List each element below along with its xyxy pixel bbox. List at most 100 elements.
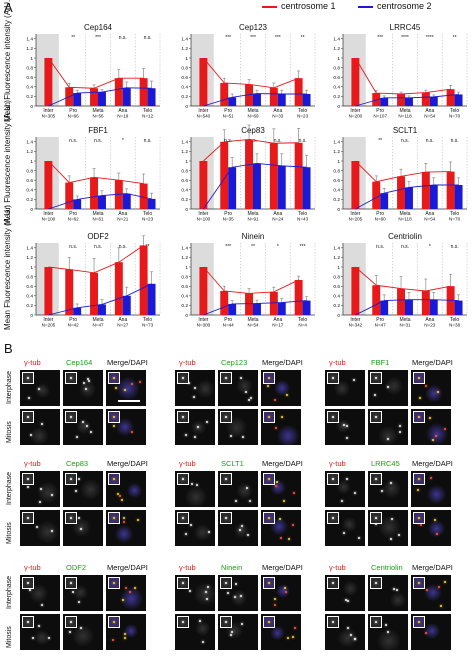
n-label: N=118 [398, 114, 412, 119]
bar-centrosome-2 [253, 93, 261, 106]
y-tick-label: 0.4 [333, 85, 340, 91]
bar-centrosome-1 [245, 139, 253, 209]
centrosome-dot [353, 379, 356, 382]
centrosome-dot [69, 630, 71, 633]
significance-label: *** [250, 35, 256, 41]
y-tick-label: 1 [30, 265, 33, 271]
bar-centrosome-2 [147, 198, 156, 209]
n-label: N=69 [247, 114, 259, 119]
centrosome-dot [230, 434, 233, 437]
bar-centrosome-2 [122, 193, 131, 209]
chart-title: Cep83 [241, 126, 265, 135]
y-tick-label: 1.2 [333, 255, 340, 261]
centrosome-dot [425, 588, 428, 591]
bar-centrosome-1 [269, 291, 278, 315]
cell-blob [127, 483, 142, 498]
micrograph-cell [175, 471, 215, 507]
bar-centrosome-2 [405, 299, 413, 315]
line-centrosome-2 [355, 184, 459, 210]
centrosome-dot [74, 489, 77, 492]
inset-zoom [370, 616, 382, 628]
cell-blob [389, 591, 406, 608]
merge-dapi-label: Merge/DAPI [412, 563, 453, 572]
centrosome-dot [82, 420, 85, 423]
inset-zoom [220, 411, 232, 423]
centrosome-dot [396, 589, 399, 592]
bar-centrosome-2 [302, 167, 311, 209]
centrosome-dot [124, 633, 127, 636]
micrograph-cell [325, 614, 365, 650]
line-centrosome-1 [355, 57, 451, 95]
bar-centrosome-2 [454, 300, 463, 315]
micrograph-cell [63, 575, 103, 611]
n-label: N=61 [92, 217, 104, 222]
micrograph-cell [325, 510, 365, 546]
micrograph-cell [175, 370, 215, 406]
centrosome-dot [399, 431, 402, 434]
y-tick-label: 1 [30, 159, 33, 165]
centrosome-dot [206, 597, 209, 600]
centrosome-dot [129, 591, 132, 594]
n-label: N=107 [373, 114, 387, 119]
bar-centrosome-1 [421, 291, 430, 315]
category-label: Ana [425, 108, 434, 114]
micrograph-cell [20, 409, 60, 445]
centrosome-dot [82, 381, 85, 384]
bar-centrosome-2 [73, 199, 82, 209]
centrosome-dot [242, 435, 245, 438]
centrosome-dot [429, 477, 432, 480]
row-label-mitosis: Mitosis [6, 421, 13, 443]
bar-centrosome-1 [114, 78, 123, 106]
inset-dot [375, 582, 377, 584]
y-tick-label: 0.6 [333, 178, 340, 184]
centrosome-dot [389, 482, 392, 485]
cell-blob [425, 423, 448, 445]
inset-zoom [108, 372, 120, 384]
centrosome-dot [247, 533, 250, 536]
cell-blob [116, 376, 140, 400]
bar-centrosome-2 [228, 97, 237, 106]
centrosome-dot [196, 483, 199, 486]
inset-dot [225, 416, 227, 418]
inset-dot [418, 517, 420, 519]
inset-dot [27, 582, 29, 584]
inset-dot [182, 416, 184, 418]
category-label: Pro [376, 317, 384, 323]
bar-centrosome-1 [139, 183, 148, 209]
cell-blob [333, 380, 351, 397]
inset-zoom [65, 577, 77, 589]
cell-blob [114, 524, 134, 544]
centrosome-dot [286, 636, 289, 639]
micrograph-cell [411, 409, 451, 445]
y-tick-label: 0.8 [181, 274, 188, 280]
centrosome-dot [125, 587, 128, 590]
cell-blob [72, 625, 94, 647]
category-label: Meta [399, 108, 410, 114]
centrosome-dot [40, 603, 43, 606]
significance-label: **** [426, 35, 434, 41]
micrograph-cell [20, 614, 60, 650]
centrosome-dot [353, 491, 356, 494]
inset-dot [182, 582, 184, 584]
significance-label: *** [225, 244, 231, 250]
line-centrosome-2 [48, 193, 152, 210]
inset-zoom [108, 577, 120, 589]
inset-zoom [413, 512, 425, 524]
category-label: Telo [450, 317, 459, 323]
category-label: Inter [43, 108, 53, 114]
cell-blob [194, 621, 211, 637]
inset-zoom [65, 411, 77, 423]
micrograph-cell [411, 614, 451, 650]
centrosome-dot [75, 436, 78, 439]
inset-dot [375, 377, 377, 379]
category-label: Telo [450, 211, 459, 217]
inset-zoom [22, 512, 34, 524]
y-tick-label: 1.4 [181, 140, 188, 146]
bar-centrosome-2 [302, 300, 311, 315]
micrograph-cell [325, 575, 365, 611]
category-label: Pro [376, 108, 384, 114]
n-label: N=21 [117, 217, 129, 222]
y-tick-label: 0.6 [181, 75, 188, 81]
centrosome-dot [267, 384, 270, 387]
